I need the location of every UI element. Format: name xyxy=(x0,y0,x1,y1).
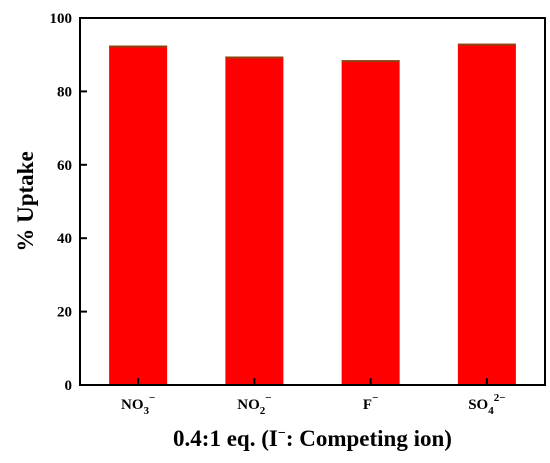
y-axis-label: % Uptake xyxy=(13,151,38,251)
x-tick-label-base: SO xyxy=(468,397,488,413)
plot-frame xyxy=(79,17,546,386)
bar-top-edge xyxy=(457,43,516,46)
bar-top-edge xyxy=(225,56,284,59)
y-axis: 0 20 40 60 80 100 xyxy=(50,11,87,394)
bar xyxy=(225,56,284,385)
x-axis: NO3− NO2− F− SO42− xyxy=(121,378,506,417)
x-axis-label-sup: − xyxy=(278,426,286,441)
x-tick-label: NO3− xyxy=(121,392,155,417)
bar xyxy=(457,43,516,385)
x-tick-label-sup: − xyxy=(149,392,155,404)
x-tick-label-base: NO xyxy=(237,397,260,413)
bars xyxy=(109,43,516,386)
y-tick-label: 0 xyxy=(65,378,73,394)
x-tick-label: F− xyxy=(363,392,378,413)
x-tick-label-sub: 2 xyxy=(260,405,266,417)
x-tick-label-sup: − xyxy=(372,392,378,404)
y-tick-label: 100 xyxy=(50,11,73,27)
x-tick-label-sub: 4 xyxy=(488,405,494,417)
x-tick-label-sup: 2− xyxy=(494,392,506,404)
x-axis-label-pre: 0.4:1 eq. (I xyxy=(173,426,278,451)
y-tick-label: 20 xyxy=(57,305,72,321)
x-axis-label: 0.4:1 eq. (I−: Competing ion) xyxy=(173,426,452,451)
x-axis-label-post: : Competing ion) xyxy=(286,426,452,451)
x-tick-label-sub: 3 xyxy=(143,405,149,417)
x-tick-label: SO42− xyxy=(468,392,505,417)
bar-top-edge xyxy=(341,60,400,63)
x-tick-label-base: NO xyxy=(121,397,144,413)
y-tick-label: 60 xyxy=(57,158,72,174)
bar xyxy=(109,45,168,386)
bar xyxy=(341,60,400,386)
y-tick-label: 80 xyxy=(57,84,72,100)
y-tick-label: 40 xyxy=(57,231,72,247)
x-tick-label: NO2− xyxy=(237,392,271,417)
x-tick-label-sup: − xyxy=(265,392,271,404)
bar-top-edge xyxy=(109,45,168,48)
x-tick-label-base: F xyxy=(363,397,372,413)
